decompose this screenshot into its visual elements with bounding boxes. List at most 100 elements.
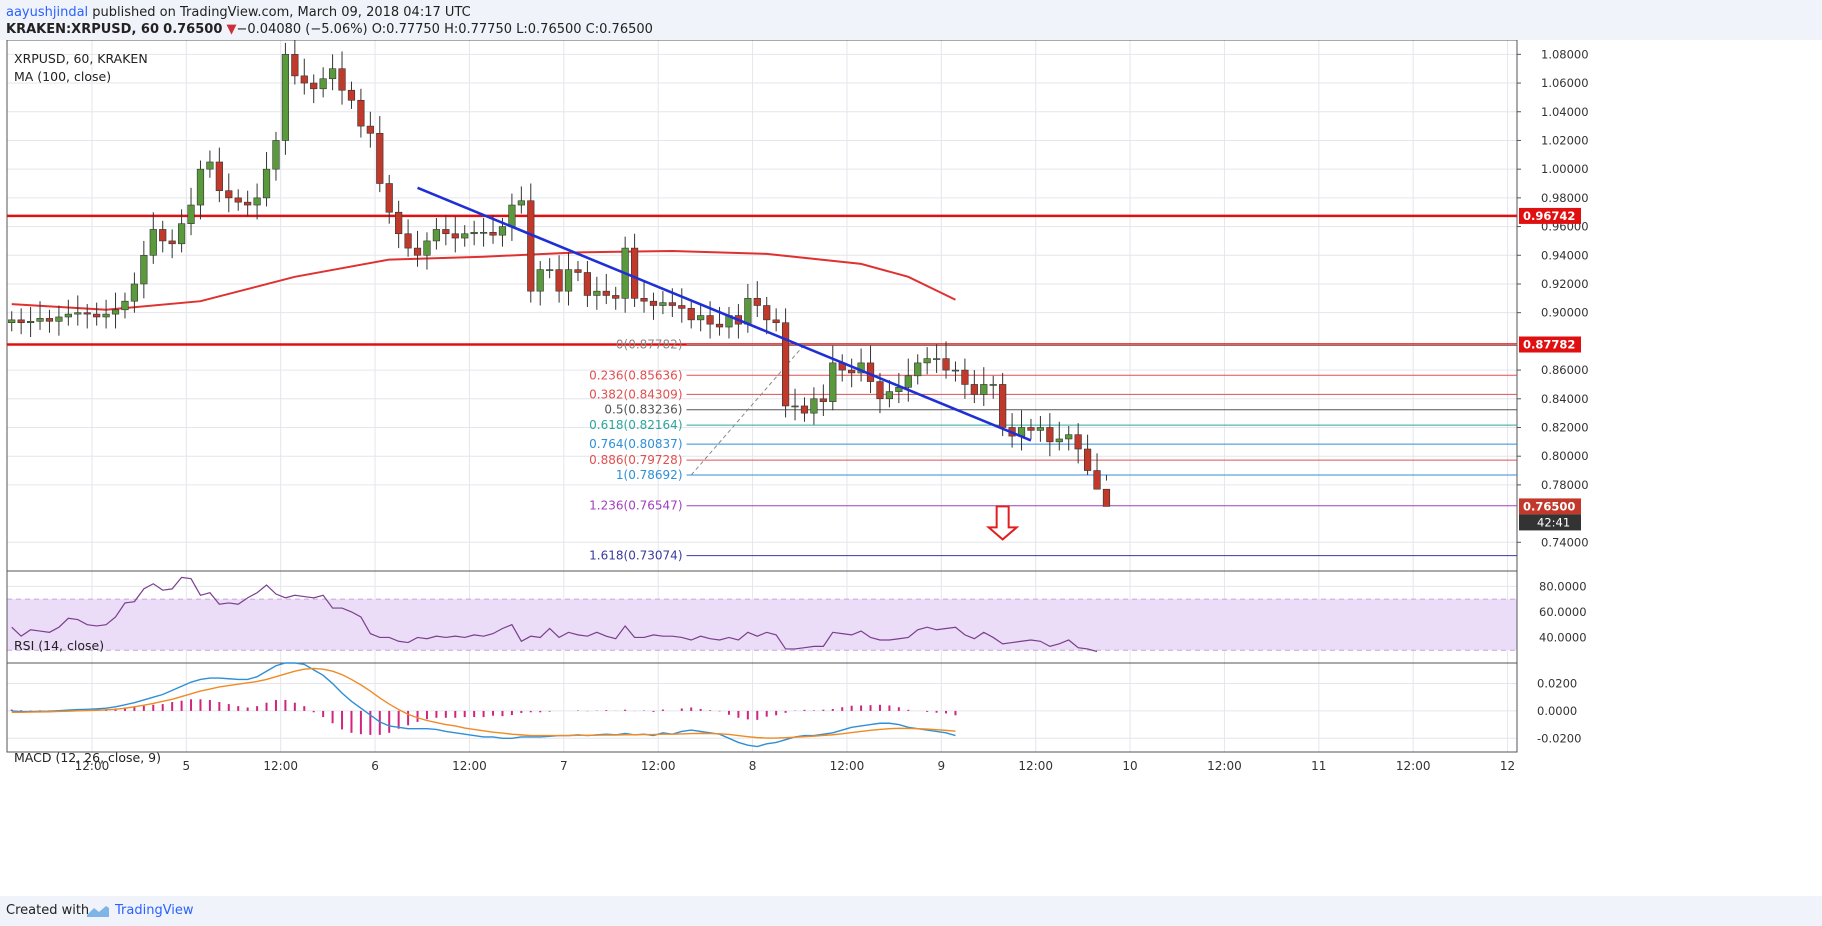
fib-label-3: 0.5(0.83236) xyxy=(604,403,682,417)
candle-73 xyxy=(697,315,705,321)
rsi-tick-0: 80.0000 xyxy=(1539,579,1587,593)
candle-108 xyxy=(1027,427,1035,431)
price-tick-15: 0.74000 xyxy=(1541,535,1589,549)
change-value: −0.04080 (−5.06%) xyxy=(236,22,368,37)
candle-100 xyxy=(951,369,960,372)
candle-39 xyxy=(376,132,384,184)
candle-27 xyxy=(262,168,271,199)
open-label: O: xyxy=(371,22,387,37)
candle-12 xyxy=(121,300,129,311)
macd-tick-1: 0.0000 xyxy=(1537,704,1577,718)
pane-frame-0 xyxy=(6,40,1518,572)
candle-23 xyxy=(225,190,233,199)
candle-17 xyxy=(168,240,176,245)
time-label-6: 12:00 xyxy=(641,759,676,773)
pane-frames xyxy=(6,40,1518,753)
candle-2 xyxy=(26,320,35,324)
candle-30 xyxy=(291,54,299,77)
candle-37 xyxy=(357,99,365,127)
candle-41 xyxy=(395,211,403,235)
rsi-line xyxy=(11,576,1098,653)
price-tick-14: 0.78000 xyxy=(1541,478,1589,492)
candle-93 xyxy=(885,391,894,400)
candle-25 xyxy=(244,201,252,206)
price-tick-8: 0.92000 xyxy=(1541,277,1589,291)
price-tick-13: 0.80000 xyxy=(1541,449,1589,463)
candles xyxy=(8,40,1111,507)
candle-112 xyxy=(1065,434,1073,440)
time-label-7: 8 xyxy=(749,759,757,773)
candle-86 xyxy=(819,398,827,402)
candle-111 xyxy=(1055,438,1063,443)
price-tick-0: 1.08000 xyxy=(1541,47,1589,61)
candle-10 xyxy=(102,313,110,318)
candle-109 xyxy=(1036,427,1045,431)
candle-98 xyxy=(932,358,941,360)
candle-14 xyxy=(140,254,148,285)
candle-4 xyxy=(45,318,54,322)
brand-link[interactable]: TradingView xyxy=(115,903,194,918)
candle-78 xyxy=(744,298,752,325)
symbol-label: KRAKEN:XRPUSD, 60 xyxy=(6,22,160,37)
candle-35 xyxy=(338,68,346,91)
candle-61 xyxy=(583,272,592,296)
price-tag-bg-2 xyxy=(1519,498,1581,515)
price-tick-5: 0.98000 xyxy=(1541,191,1589,205)
candle-31 xyxy=(300,75,308,84)
candle-95 xyxy=(904,375,912,388)
fibonacci-retracement: 0(0.87782) 0.236(0.85636) 0.382(0.84309) 0.… xyxy=(589,338,1517,563)
time-label-14: 12:00 xyxy=(1396,759,1431,773)
candle-36 xyxy=(347,89,356,101)
candle-52 xyxy=(498,226,507,236)
price-tags: 0.96742 0.87782 0.76500 42:41 xyxy=(1519,207,1581,531)
price-tick-1: 1.06000 xyxy=(1541,76,1589,90)
candle-54 xyxy=(517,200,525,206)
candle-20 xyxy=(196,168,205,206)
candle-72 xyxy=(687,308,695,321)
price-tag-bg-1 xyxy=(1519,336,1581,353)
candle-97 xyxy=(923,358,931,364)
candle-34 xyxy=(328,68,337,80)
candle-104 xyxy=(989,384,997,386)
price-tick-9: 0.90000 xyxy=(1541,306,1589,320)
candle-110 xyxy=(1046,427,1054,443)
publish-info: aayushjindal published on TradingView.co… xyxy=(6,5,471,20)
fib-label-7: 1(0.78692) xyxy=(616,468,683,482)
candle-19 xyxy=(187,204,195,224)
candle-53 xyxy=(508,204,516,227)
price-tick-11: 0.84000 xyxy=(1541,392,1589,406)
candle-63 xyxy=(602,290,610,296)
candle-21 xyxy=(206,161,214,170)
candle-50 xyxy=(479,232,488,234)
symbol-legend: XRPUSD, 60, KRAKEN xyxy=(14,51,148,66)
fib-label-0: 0(0.87782) xyxy=(616,338,683,352)
candle-28 xyxy=(272,140,280,170)
author-link[interactable]: aayushjindal xyxy=(6,5,89,20)
price-tick-7: 0.94000 xyxy=(1541,248,1589,262)
time-label-0: 12:00 xyxy=(75,759,110,773)
low-label: L: xyxy=(516,22,528,37)
candle-64 xyxy=(612,295,620,299)
price-tick-10: 0.86000 xyxy=(1541,363,1589,377)
candle-82 xyxy=(781,322,790,407)
price-tick-12: 0.82000 xyxy=(1541,420,1589,434)
chart-canvas[interactable]: 0(0.87782) 0.236(0.85636) 0.382(0.84309) 0.… xyxy=(0,40,1822,896)
candle-69 xyxy=(659,302,667,306)
candle-48 xyxy=(461,233,469,239)
time-label-2: 12:00 xyxy=(263,759,298,773)
candle-15 xyxy=(149,229,157,256)
candle-75 xyxy=(715,323,724,328)
candle-74 xyxy=(706,315,714,325)
pane-frame-2 xyxy=(6,662,1518,753)
time-label-8: 12:00 xyxy=(830,759,865,773)
candle-59 xyxy=(564,269,573,292)
candle-7 xyxy=(74,312,82,315)
candle-68 xyxy=(649,300,658,306)
candle-79 xyxy=(753,298,761,306)
candle-43 xyxy=(413,247,422,256)
fib-label-2: 0.382(0.84309) xyxy=(589,387,682,401)
published-text: published on TradingView.com, March 09, … xyxy=(88,5,471,20)
candle-85 xyxy=(810,398,818,414)
candle-32 xyxy=(310,82,318,90)
candle-89 xyxy=(848,369,856,374)
